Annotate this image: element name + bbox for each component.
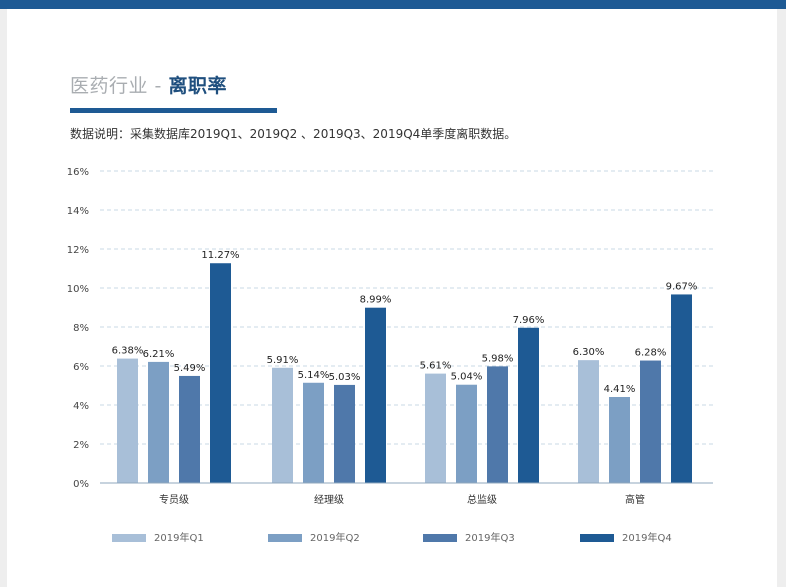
bar-data-label: 11.27% (201, 250, 239, 261)
chart-legend: 2019年Q1 2019年Q2 2019年Q3 2019年Q4 (0, 528, 786, 548)
title-underline (70, 108, 277, 113)
y-tick-label: 6% (73, 362, 89, 373)
x-tick-label: 高管 (625, 493, 645, 506)
bar (609, 397, 630, 483)
bar-data-label: 5.98% (482, 353, 514, 364)
y-tick-label: 0% (73, 479, 89, 490)
data-description: 数据说明：采集数据库2019Q1、2019Q2 、2019Q3、2019Q4单季… (70, 127, 517, 141)
y-tick-label: 12% (67, 245, 89, 256)
bar (365, 307, 386, 483)
bar (272, 367, 293, 483)
bar-data-label: 5.14% (298, 370, 330, 381)
legend-label: 2019年Q1 (154, 533, 204, 544)
bar (117, 358, 138, 483)
bar-data-label: 9.67% (666, 281, 698, 292)
bar (210, 263, 231, 483)
bar (487, 366, 508, 483)
bar-series: 6.38% 6.21% 5.49% 11.27% 5.91% 5.14% 5.03% 8.99… (112, 250, 698, 483)
legend-swatch (112, 534, 146, 542)
title-separator: - (148, 75, 169, 97)
bar (518, 327, 539, 483)
legend-swatch (580, 534, 614, 542)
report-card (7, 9, 777, 587)
bar (640, 360, 661, 483)
bar-data-label: 8.99% (360, 295, 392, 306)
y-tick-label: 2% (73, 440, 89, 451)
bar (179, 375, 200, 483)
bar (671, 294, 692, 483)
bar-data-label: 6.28% (635, 348, 667, 359)
y-tick-label: 16% (67, 167, 89, 178)
y-axis: 0% 2% 4% 6% 8% 10% 12% 14% 16% (67, 167, 89, 490)
x-axis: 专员级 经理级 总监级 高管 (100, 482, 713, 506)
x-tick-label: 总监级 (467, 493, 497, 506)
legend-label: 2019年Q4 (622, 533, 672, 544)
y-tick-label: 8% (73, 323, 89, 334)
bar (148, 361, 169, 483)
x-tick-label: 专员级 (159, 493, 189, 506)
bar-data-label: 6.38% (112, 346, 144, 357)
bar (456, 384, 477, 483)
bar-data-label: 5.04% (451, 372, 483, 383)
bar-data-label: 5.91% (267, 355, 299, 366)
bar-data-label: 6.21% (143, 349, 175, 360)
page-title: 医药行业 - 离职率 (70, 71, 227, 98)
title-main: 离职率 (168, 75, 227, 97)
top-accent-bar (0, 0, 786, 9)
legend-swatch (268, 534, 302, 542)
bar-data-label: 5.49% (174, 363, 206, 374)
bar-data-label: 4.41% (604, 384, 636, 395)
bar (334, 384, 355, 483)
y-tick-label: 14% (67, 206, 89, 217)
bar (578, 360, 599, 483)
bar-data-label: 5.03% (329, 372, 361, 383)
bar (303, 382, 324, 483)
title-prefix: 医药行业 (70, 75, 149, 97)
y-tick-label: 10% (67, 284, 89, 295)
bar-data-label: 5.61% (420, 361, 452, 372)
legend-label: 2019年Q2 (310, 533, 360, 544)
legend-label: 2019年Q3 (465, 533, 515, 544)
bar (425, 373, 446, 483)
y-tick-label: 4% (73, 401, 89, 412)
bar-data-label: 7.96% (513, 315, 545, 326)
x-tick-label: 经理级 (314, 493, 344, 506)
bar-data-label: 6.30% (573, 347, 605, 358)
legend-swatch (423, 534, 457, 542)
